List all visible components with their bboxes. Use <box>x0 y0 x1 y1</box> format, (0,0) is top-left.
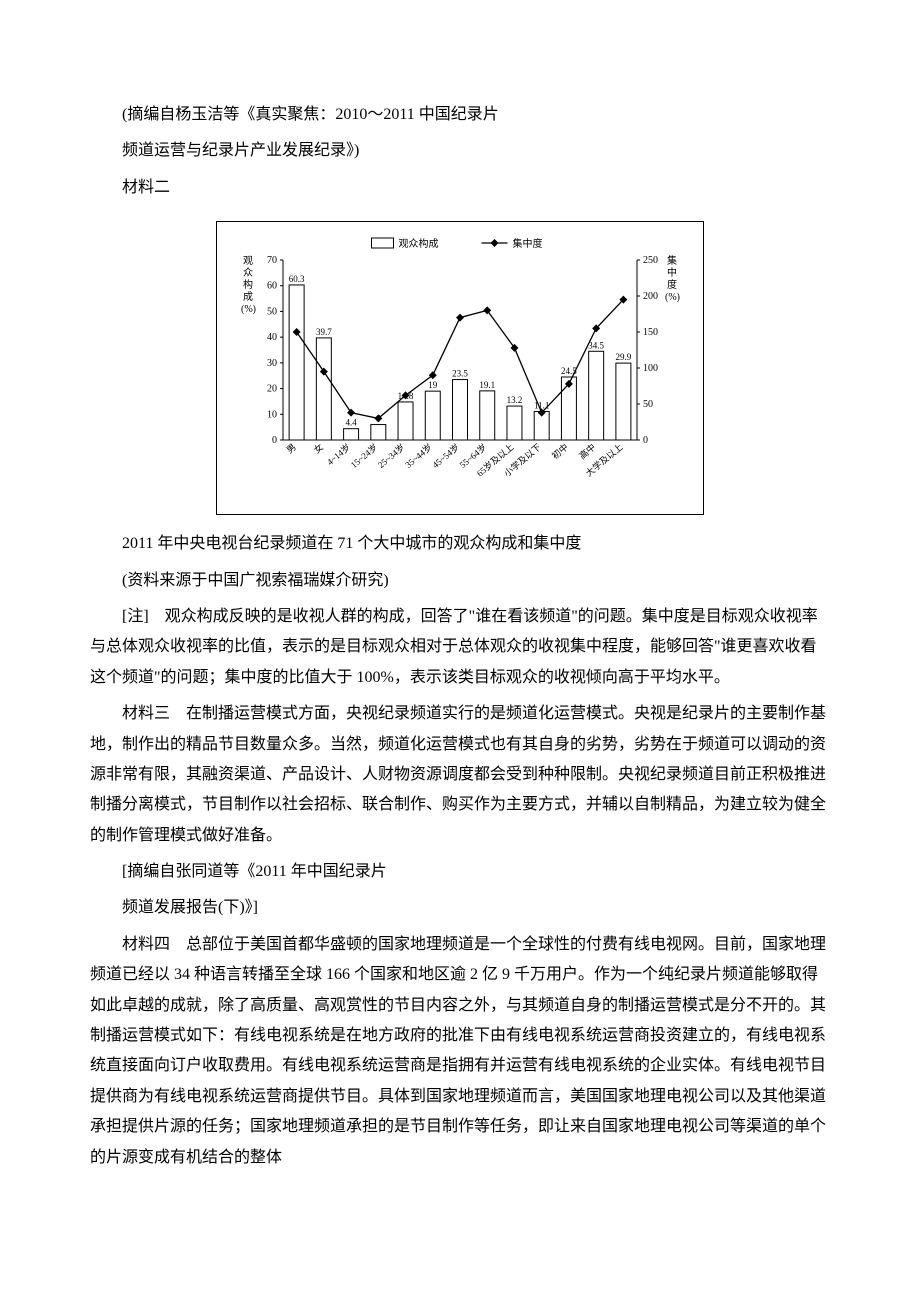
svg-text:15~24岁: 15~24岁 <box>348 441 379 470</box>
svg-text:40: 40 <box>267 332 277 343</box>
svg-text:34.5: 34.5 <box>588 340 604 350</box>
svg-text:集: 集 <box>667 254 677 267</box>
svg-text:0: 0 <box>643 435 648 446</box>
svg-text:10: 10 <box>267 409 277 420</box>
svg-text:中: 中 <box>667 266 677 279</box>
svg-text:23.5: 23.5 <box>452 369 468 379</box>
svg-text:女: 女 <box>311 441 325 455</box>
svg-text:众: 众 <box>243 267 253 279</box>
svg-text:45~54岁: 45~54岁 <box>430 441 461 470</box>
material-4-body: 材料四 总部位于美国首都华盛顿的国家地理频道是一个全球性的付费有线电视网。目前，… <box>90 930 830 1173</box>
audience-chart: 010203040506070050100150200250观众构成(%)集中度… <box>225 230 695 510</box>
svg-text:初中: 初中 <box>549 441 570 461</box>
chart-container: 010203040506070050100150200250观众构成(%)集中度… <box>90 221 830 515</box>
svg-text:男: 男 <box>285 442 298 455</box>
svg-text:25~34岁: 25~34岁 <box>375 441 406 470</box>
chart-note: [注] 观众构成反映的是收视人群的构成，回答了"谁在看该频道"的问题。集中度是目… <box>90 602 830 693</box>
svg-text:250: 250 <box>643 255 658 266</box>
svg-text:观: 观 <box>243 255 253 267</box>
svg-text:高中: 高中 <box>577 441 598 461</box>
svg-text:20: 20 <box>267 384 277 395</box>
svg-text:50: 50 <box>267 307 277 318</box>
chart-source: (资料来源于中国广视索福瑞媒介研究) <box>90 566 830 596</box>
chart-caption: 2011 年中央电视台纪录频道在 71 个大中城市的观众构成和集中度 <box>90 529 830 559</box>
svg-text:(%): (%) <box>241 304 256 315</box>
svg-text:60.3: 60.3 <box>289 274 305 284</box>
material-3-cite-2: 频道发展报告(下)》] <box>90 893 830 923</box>
svg-text:35~44岁: 35~44岁 <box>403 441 434 470</box>
svg-text:度: 度 <box>667 278 677 291</box>
svg-text:构: 构 <box>243 278 253 291</box>
citation-line-2: 频道运营与纪录片产业发展纪录》) <box>90 136 830 166</box>
material-2-heading: 材料二 <box>90 173 830 203</box>
svg-text:19.1: 19.1 <box>479 380 495 390</box>
svg-text:4~14岁: 4~14岁 <box>324 441 352 467</box>
citation-line-1: (摘编自杨玉洁等《真实聚焦：2010～2011 中国纪录片 <box>90 100 830 130</box>
svg-text:(%): (%) <box>665 292 680 303</box>
svg-text:观众构成: 观众构成 <box>399 237 439 250</box>
chart-border: 010203040506070050100150200250观众构成(%)集中度… <box>216 221 704 515</box>
svg-text:19: 19 <box>428 380 438 390</box>
svg-text:200: 200 <box>643 291 658 302</box>
material-3-cite-1: [摘编自张同道等《2011 年中国纪录片 <box>90 857 830 887</box>
svg-text:70: 70 <box>267 255 277 266</box>
svg-text:成: 成 <box>243 291 253 303</box>
svg-text:集中度: 集中度 <box>513 237 543 250</box>
svg-text:30: 30 <box>267 358 277 369</box>
svg-text:29.9: 29.9 <box>616 352 632 362</box>
material-3-body: 材料三 在制播运营模式方面，央视纪录频道实行的是频道化运营模式。央视是纪录片的主… <box>90 699 830 851</box>
svg-text:4.4: 4.4 <box>345 418 357 428</box>
svg-text:50: 50 <box>643 399 653 410</box>
svg-text:13.2: 13.2 <box>507 395 523 405</box>
svg-text:150: 150 <box>643 327 658 338</box>
svg-text:39.7: 39.7 <box>316 327 332 337</box>
svg-text:0: 0 <box>272 435 277 446</box>
svg-text:100: 100 <box>643 363 658 374</box>
svg-text:60: 60 <box>267 281 277 292</box>
